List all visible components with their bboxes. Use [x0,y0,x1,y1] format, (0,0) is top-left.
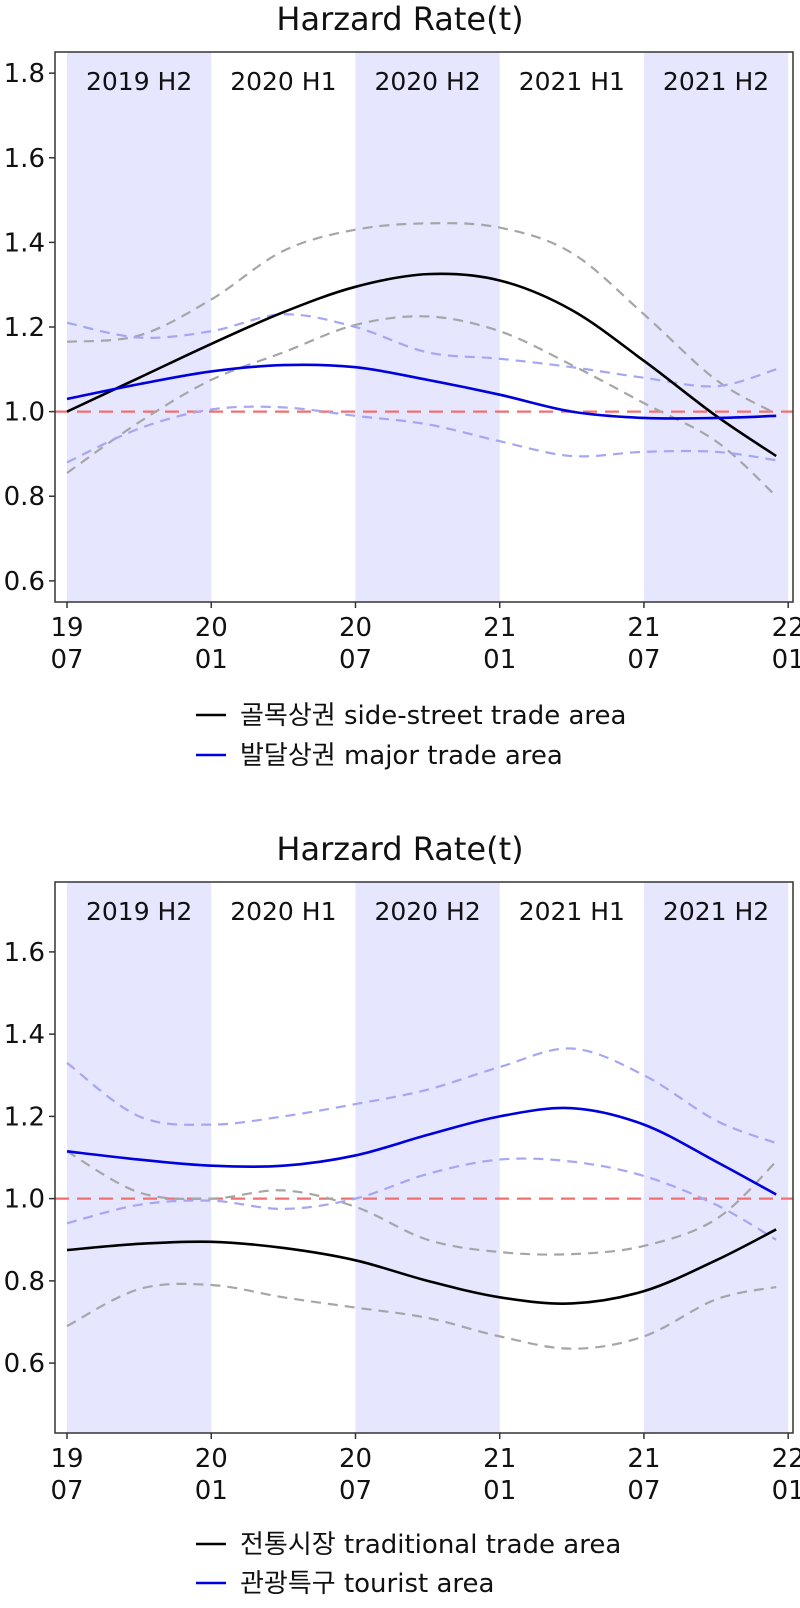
period-label: 2021 H1 [519,897,625,926]
period-label: 2019 H2 [86,897,192,926]
y-tick-label: 1.8 [4,59,45,89]
y-tick-label: 1.4 [4,228,45,258]
series-1-line [66,272,777,458]
x-tick-label-year: 21 [483,1444,516,1474]
x-tick-label-year: 21 [627,613,660,643]
chart-title: Harzard Rate(t) [276,0,523,38]
period-band [67,52,212,602]
period-label: 2021 H2 [663,67,769,96]
x-tick-label-year: 22 [772,1444,800,1474]
x-tick-label-year: 19 [50,1444,83,1474]
x-tick-label-month: 07 [339,1476,372,1506]
series-1-upper-bound [66,222,777,415]
period-band [355,882,500,1433]
period-label: 2021 H1 [519,67,625,96]
period-band [355,52,500,602]
y-tick-label: 0.8 [4,482,45,512]
chart-panel-1: Harzard Rate(t)2019 H2 2020 H1 2020 H2 2021… [4,0,800,771]
x-tick-label-year: 20 [195,613,228,643]
x-tick-label-month: 07 [50,1476,83,1506]
y-tick-label: 1.4 [4,1020,45,1050]
x-tick-label-year: 20 [195,1444,228,1474]
legend-label: 관광특구 tourist area [240,1569,494,1599]
x-tick-label-year: 21 [627,1444,660,1474]
x-tick-label-year: 20 [339,613,372,643]
x-tick-label-year: 21 [483,613,516,643]
legend-label: 전통시장 traditional trade area [240,1530,621,1560]
x-tick-label-month: 01 [483,645,516,675]
period-label: 2020 H1 [230,897,336,926]
series-1-lower-bound [66,1282,777,1350]
x-tick-label-month: 01 [772,645,800,675]
period-band [643,882,789,1433]
y-tick-label: 1.6 [4,144,45,174]
x-tick-label-month: 01 [772,1476,800,1506]
period-label: 2020 H2 [374,67,480,96]
chart-title: Harzard Rate(t) [276,830,523,868]
x-tick-label-month: 01 [195,1476,228,1506]
period-band [67,882,212,1433]
series-2-line [66,363,777,420]
x-tick-label-month: 07 [627,1476,660,1506]
y-tick-label: 0.6 [4,567,45,597]
x-tick-label-year: 20 [339,1444,372,1474]
period-label: 2019 H2 [86,67,192,96]
x-tick-label-year: 19 [50,613,83,643]
period-label: 2020 H2 [374,897,480,926]
y-tick-label: 0.8 [4,1267,45,1297]
chart-panel-2: Harzard Rate(t)2019 H2 2020 H1 2020 H2 2021… [4,830,800,1599]
period-band [643,52,789,602]
x-tick-label-year: 22 [772,613,800,643]
y-tick-label: 1.0 [4,398,45,428]
y-tick-label: 0.6 [4,1349,45,1379]
x-tick-label-month: 01 [195,645,228,675]
series-2-lower-bound [66,1157,777,1241]
x-tick-label-month: 07 [339,645,372,675]
period-label: 2020 H1 [230,67,336,96]
y-tick-label: 1.2 [4,313,45,343]
series-2-upper-bound [66,1047,777,1145]
period-label: 2021 H2 [663,897,769,926]
legend-label: 발달상권 major trade area [240,741,563,771]
y-tick-label: 1.0 [4,1185,45,1215]
x-tick-label-month: 07 [627,645,660,675]
y-tick-label: 1.2 [4,1102,45,1132]
series-1-lower-bound [66,315,777,498]
series-1-upper-bound [66,1150,777,1256]
x-tick-label-month: 07 [50,645,83,675]
plot-frame [54,881,794,1434]
legend-label: 골목상권 side-street trade area [240,701,626,731]
y-tick-label: 1.6 [4,938,45,968]
series-2-upper-bound [66,313,777,388]
series-1-line [66,1228,777,1305]
x-tick-label-month: 01 [483,1476,516,1506]
series-2-line [66,1106,777,1196]
